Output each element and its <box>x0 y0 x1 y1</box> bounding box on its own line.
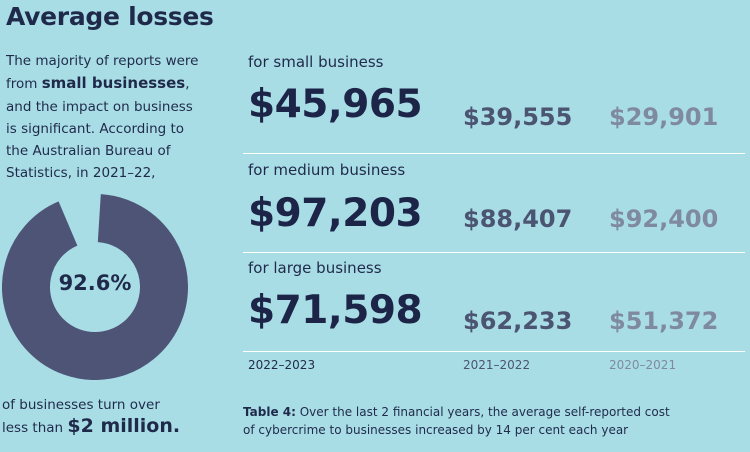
year-label-2022-2023: 2022–2023 <box>248 358 316 372</box>
intro-line: Statistics, in 2021–22, <box>6 165 156 182</box>
intro-text-fragment: , <box>185 76 190 93</box>
caption-line: of cybercrime to businesses increased by… <box>243 423 629 437</box>
section-label-medium: for medium business <box>248 161 406 179</box>
donut-percentage-label: 92.6% <box>58 271 132 295</box>
section-label-large: for large business <box>248 259 382 277</box>
footnote-text-fragment: less than <box>2 420 68 436</box>
caption-text-fragment: Over the last 2 financial years, the ave… <box>295 405 670 419</box>
value-medium-2021-2022: $88,407 <box>463 205 573 233</box>
footnote-line: less than $2 million. <box>2 416 237 439</box>
intro-line: The majority of reports were <box>6 53 199 69</box>
footnote-emphasis: $2 million. <box>67 415 181 437</box>
value-medium-2020-2021: $92,400 <box>609 205 719 233</box>
page-title: Average losses <box>6 2 214 31</box>
value-large-2020-2021: $51,372 <box>609 307 719 335</box>
intro-line: and the impact on business <box>6 98 193 115</box>
value-small-2022-2023: $45,965 <box>248 82 423 127</box>
divider <box>243 252 745 253</box>
intro-emphasis: small businesses <box>41 74 186 93</box>
footnote-text: of businesses turn over less than $2 mil… <box>2 395 237 439</box>
table-caption: Table 4: Over the last 2 financial years… <box>243 403 743 439</box>
year-label-2020-2021: 2020–2021 <box>609 358 677 372</box>
divider <box>243 153 745 154</box>
intro-line: is significant. According to <box>6 120 185 137</box>
value-small-2021-2022: $39,555 <box>463 103 573 131</box>
value-large-2022-2023: $71,598 <box>248 288 423 333</box>
intro-line: from small businesses, <box>6 72 231 95</box>
caption-label: Table 4: <box>243 405 296 419</box>
value-medium-2022-2023: $97,203 <box>248 191 423 236</box>
value-large-2021-2022: $62,233 <box>463 307 573 335</box>
value-small-2020-2021: $29,901 <box>609 103 719 131</box>
caption-line: Table 4: Over the last 2 financial years… <box>243 403 743 421</box>
year-label-2021-2022: 2021–2022 <box>463 358 531 372</box>
donut-arc <box>2 194 188 380</box>
intro-line: the Australian Bureau of <box>6 143 171 160</box>
divider <box>243 351 745 352</box>
section-label-small: for small business <box>248 53 384 71</box>
intro-text: The majority of reports were from small … <box>6 50 231 185</box>
intro-text-fragment: from <box>6 76 42 93</box>
donut-chart <box>2 194 188 380</box>
footnote-line: of businesses turn over <box>2 397 160 413</box>
